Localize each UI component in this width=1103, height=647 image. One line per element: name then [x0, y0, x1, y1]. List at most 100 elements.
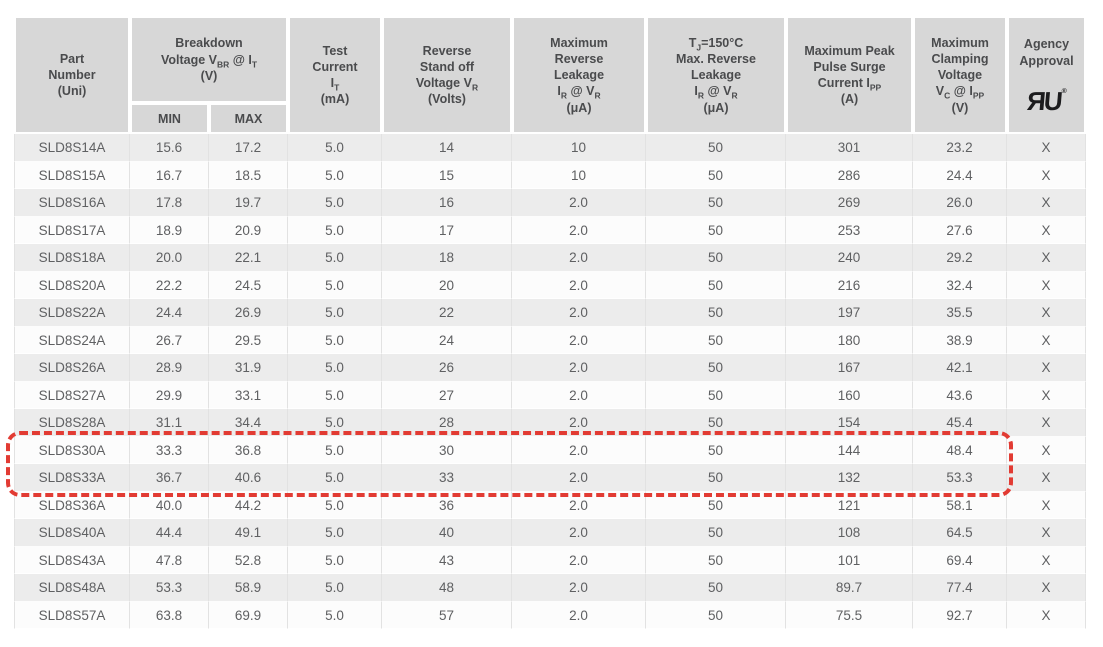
table-row: SLD8S40A 44.4 49.1 5.0 40 2.0 50 108 64.5 X: [14, 519, 1086, 547]
cell-surge: 167: [786, 354, 913, 382]
cell-part: SLD8S36A: [14, 491, 130, 520]
cell-max: 24.5: [209, 271, 288, 300]
cell-clamp: 29.2: [913, 244, 1007, 272]
cell-test: 5.0: [288, 436, 382, 465]
cell-standoff: 24: [382, 326, 512, 355]
cell-leakage: 2.0: [512, 216, 646, 245]
cell-max: 52.8: [209, 546, 288, 575]
cell-min: 16.7: [130, 161, 209, 190]
cell-min: 22.2: [130, 271, 209, 300]
table-row: SLD8S22A 24.4 26.9 5.0 22 2.0 50 197 35.5 X: [14, 299, 1086, 327]
cell-standoff: 30: [382, 436, 512, 465]
cell-clamp: 64.5: [913, 519, 1007, 547]
cell-tj_leakage: 50: [646, 216, 786, 245]
cell-test: 5.0: [288, 271, 382, 300]
cell-surge: 154: [786, 409, 913, 437]
cell-standoff: 17: [382, 216, 512, 245]
cell-leakage: 2.0: [512, 381, 646, 410]
cell-clamp: 27.6: [913, 216, 1007, 245]
cell-agency: X: [1007, 436, 1086, 465]
cell-leakage: 2.0: [512, 354, 646, 382]
cell-test: 5.0: [288, 381, 382, 410]
table-row: SLD8S27A 29.9 33.1 5.0 27 2.0 50 160 43.6 X: [14, 381, 1086, 410]
cell-part: SLD8S48A: [14, 574, 130, 602]
table-row: SLD8S30A 33.3 36.8 5.0 30 2.0 50 144 48.4 X: [14, 436, 1086, 465]
cell-clamp: 43.6: [913, 381, 1007, 410]
cell-min: 36.7: [130, 464, 209, 492]
cell-max: 34.4: [209, 409, 288, 437]
cell-standoff: 14: [382, 134, 512, 162]
cell-agency: X: [1007, 601, 1086, 630]
cell-test: 5.0: [288, 546, 382, 575]
table-row: SLD8S17A 18.9 20.9 5.0 17 2.0 50 253 27.6 X: [14, 216, 1086, 245]
cell-test: 5.0: [288, 161, 382, 190]
cell-part: SLD8S57A: [14, 601, 130, 630]
cell-clamp: 42.1: [913, 354, 1007, 382]
cell-standoff: 15: [382, 161, 512, 190]
cell-standoff: 36: [382, 491, 512, 520]
registered-trademark-icon: ®: [1061, 88, 1067, 95]
cell-max: 19.7: [209, 189, 288, 217]
cell-clamp: 23.2: [913, 134, 1007, 162]
cell-leakage: 10: [512, 161, 646, 190]
cell-part: SLD8S26A: [14, 354, 130, 382]
cell-max: 44.2: [209, 491, 288, 520]
cell-clamp: 77.4: [913, 574, 1007, 602]
cell-surge: 160: [786, 381, 913, 410]
header-reverse-standoff-voltage: Reverse Stand off Voltage VR (Volts): [382, 16, 512, 135]
cell-min: 31.1: [130, 409, 209, 437]
cell-clamp: 92.7: [913, 601, 1007, 630]
cell-tj_leakage: 50: [646, 464, 786, 492]
cell-surge: 269: [786, 189, 913, 217]
cell-part: SLD8S18A: [14, 244, 130, 272]
cell-surge: 216: [786, 271, 913, 300]
cell-min: 26.7: [130, 326, 209, 355]
cell-part: SLD8S17A: [14, 216, 130, 245]
cell-clamp: 24.4: [913, 161, 1007, 190]
cell-tj_leakage: 50: [646, 271, 786, 300]
cell-agency: X: [1007, 216, 1086, 245]
cell-test: 5.0: [288, 519, 382, 547]
cell-standoff: 43: [382, 546, 512, 575]
cell-agency: X: [1007, 161, 1086, 190]
cell-min: 53.3: [130, 574, 209, 602]
ul-mark-glyph: ЯU: [1025, 86, 1062, 116]
cell-test: 5.0: [288, 574, 382, 602]
cell-min: 40.0: [130, 491, 209, 520]
cell-standoff: 16: [382, 189, 512, 217]
cell-agency: X: [1007, 409, 1086, 437]
cell-test: 5.0: [288, 326, 382, 355]
cell-leakage: 2.0: [512, 601, 646, 630]
cell-surge: 89.7: [786, 574, 913, 602]
table-row: SLD8S16A 17.8 19.7 5.0 16 2.0 50 269 26.0 X: [14, 189, 1086, 217]
cell-standoff: 57: [382, 601, 512, 630]
cell-min: 63.8: [130, 601, 209, 630]
header-max-peak-pulse-surge-current: Maximum Peak Pulse Surge Current IPP (A): [786, 16, 913, 135]
cell-test: 5.0: [288, 299, 382, 327]
header-max-reverse-leakage: Maximum Reverse Leakage IR @ VR (μA): [512, 16, 646, 135]
cell-clamp: 58.1: [913, 491, 1007, 520]
cell-clamp: 48.4: [913, 436, 1007, 465]
cell-agency: X: [1007, 491, 1086, 520]
cell-min: 15.6: [130, 134, 209, 162]
cell-part: SLD8S28A: [14, 409, 130, 437]
cell-part: SLD8S33A: [14, 464, 130, 492]
cell-max: 20.9: [209, 216, 288, 245]
header-test-current: Test Current IT (mA): [288, 16, 382, 135]
table-header: Part Number (Uni) Breakdown Voltage VBR …: [14, 16, 1086, 135]
cell-part: SLD8S22A: [14, 299, 130, 327]
table-row: SLD8S48A 53.3 58.9 5.0 48 2.0 50 89.7 77.4 X: [14, 574, 1086, 602]
cell-surge: 108: [786, 519, 913, 547]
table-body: SLD8S14A 15.6 17.2 5.0 14 10 50 301 23.2 X SLD8S15…: [14, 134, 1086, 630]
cell-max: 31.9: [209, 354, 288, 382]
cell-leakage: 2.0: [512, 189, 646, 217]
cell-agency: X: [1007, 244, 1086, 272]
cell-max: 26.9: [209, 299, 288, 327]
header-part-number: Part Number (Uni): [14, 16, 130, 135]
table-row: SLD8S43A 47.8 52.8 5.0 43 2.0 50 101 69.4 X: [14, 546, 1086, 575]
cell-tj_leakage: 50: [646, 519, 786, 547]
cell-agency: X: [1007, 271, 1086, 300]
cell-min: 18.9: [130, 216, 209, 245]
cell-leakage: 2.0: [512, 491, 646, 520]
